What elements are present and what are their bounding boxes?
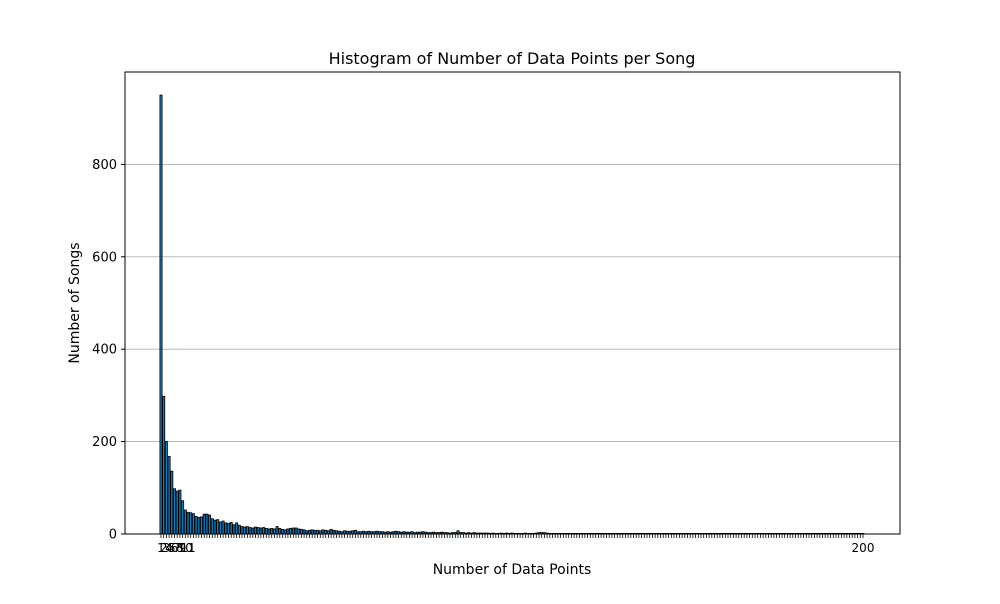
y-axis-label: Number of Songs [67,242,83,363]
histogram-bar [286,528,290,535]
histogram-bar [210,518,214,535]
x-tick-label: 7 [173,541,181,555]
histogram-bar [167,455,171,535]
x-tick-label: 1 [157,541,165,555]
histogram-bar [299,528,303,535]
x-tick-label: 10 [178,541,193,555]
histogram-bar [310,529,314,535]
x-tick-label: 2 [160,541,168,555]
x-tick-label: 3 [163,541,171,555]
histogram-bar [243,526,247,535]
histogram-bar [173,488,176,535]
histogram-bar [197,516,201,535]
histogram-bar [227,522,230,535]
histogram-bar [164,441,168,535]
x-tick-label: 4 [165,541,173,555]
grid-layer [125,163,900,443]
histogram-bar [281,528,284,535]
histogram-bar [272,528,276,535]
y-tick-label: 800 [92,158,117,173]
histogram-bar [353,529,357,535]
histogram-bar [302,529,306,535]
histogram-bar [308,529,311,535]
histogram-bar [175,490,179,535]
histogram-bar [321,529,325,535]
histogram-bar [329,528,333,535]
histogram-bar [264,528,268,535]
histogram-bar [248,527,252,535]
histogram-bar [294,527,298,535]
histogram-bar [283,529,287,535]
histogram-bar [208,514,212,535]
histogram-bar [221,520,225,535]
histogram-bar [332,529,336,535]
x-tick-label: 6 [171,541,179,555]
histogram-bar [240,526,244,535]
histogram-bar [291,527,295,535]
histogram-bar [216,519,220,535]
histogram-bar [275,526,279,535]
histogram-bar [186,511,190,535]
histogram-bar [313,529,317,535]
histogram-bar [324,529,328,535]
histogram-bar [289,528,293,535]
histogram-bar [162,395,166,535]
histogram-bar [183,509,187,535]
x-tick-label: 8 [176,541,184,555]
histogram-bar [297,528,301,535]
x-tick-label: 11 [180,541,195,555]
histogram-bar [245,526,249,535]
x-tick-label: 5 [168,541,176,555]
y-tick-label: 400 [92,343,117,358]
histogram-bar [251,527,255,535]
y-tick-label: 0 [109,528,117,543]
histogram-bar [237,524,241,535]
histogram-bar [232,524,236,535]
histogram-bar [316,529,320,535]
histogram-bar [235,522,239,535]
x-tick-label: 9 [179,541,187,555]
histogram-bar [205,513,209,535]
histogram-bar [254,526,257,535]
histogram-bar [202,513,206,535]
y-tick-label: 600 [92,250,117,265]
plot-frame [124,71,901,535]
x-axis-label: Number of Data Points [433,562,592,578]
histogram-bar [262,527,266,535]
histogram-bar [194,516,198,535]
histogram-bar [178,489,182,535]
histogram-bar [170,470,174,535]
histogram-bar [278,528,282,535]
histogram-bar [213,519,217,535]
histogram-bar [191,513,195,535]
histogram-bar [200,516,203,535]
histogram-bar [181,500,185,535]
histogram-bar [256,527,260,535]
histogram-bar [259,527,263,535]
histogram-bar [267,528,271,535]
histogram-bar [218,521,222,535]
histogram-bar [224,522,228,535]
chart-title: Histogram of Number of Data Points per S… [329,49,696,68]
histogram-bar [270,528,274,535]
histogram-bar [229,522,233,535]
histogram-bar [189,512,193,535]
y-axis-ticks: 0 200 400 600 800 [92,158,125,543]
x-tick-label: 200 [852,541,875,555]
histogram-bar [159,94,163,535]
y-tick-label: 200 [92,435,117,450]
